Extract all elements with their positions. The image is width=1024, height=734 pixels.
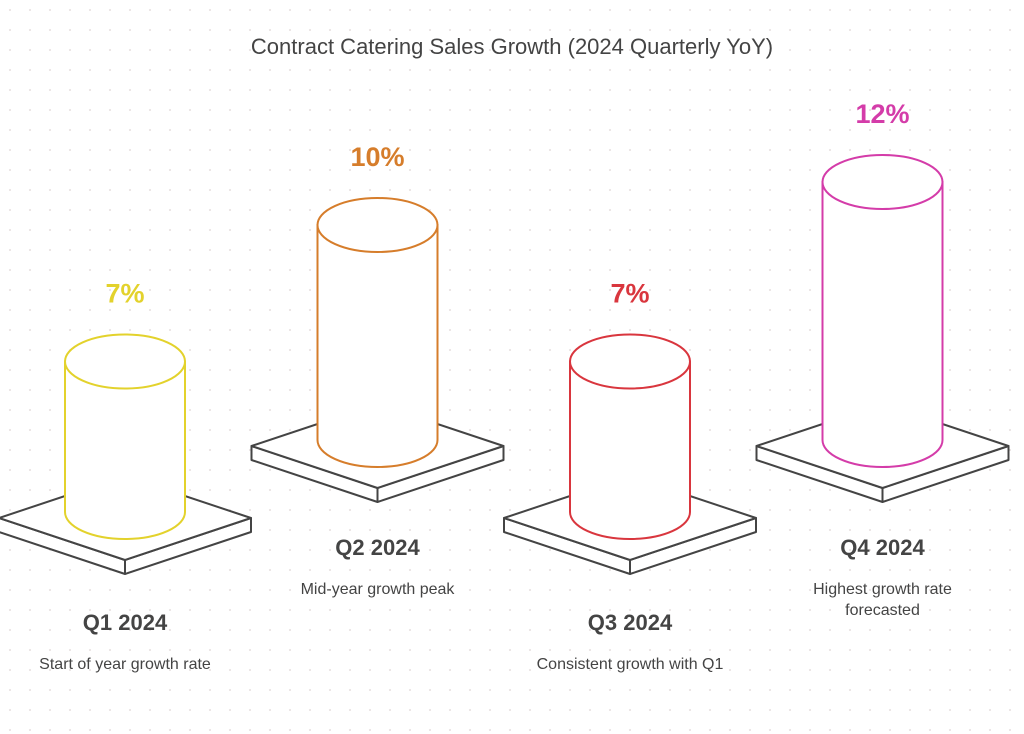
- cylinder: [821, 154, 944, 468]
- description: Highest growth rate forecasted: [813, 581, 952, 619]
- cylinder-top: [569, 333, 691, 390]
- chart-title: Contract Catering Sales Growth (2024 Qua…: [251, 34, 773, 59]
- category-label: Q1 2024: [82, 610, 168, 635]
- cylinder-body: [64, 360, 186, 540]
- cylinder-top: [64, 333, 186, 390]
- cylinder: [316, 197, 439, 468]
- category-label: Q2 2024: [335, 535, 420, 560]
- description: Start of year growth rate: [39, 656, 211, 673]
- cylinder: [569, 333, 691, 540]
- cylinder-top: [316, 197, 439, 253]
- category-label: Q4 2024: [840, 535, 925, 560]
- value-label: 7%: [105, 279, 144, 309]
- cylinder-body: [821, 181, 944, 468]
- value-label: 7%: [610, 279, 649, 309]
- value-label: 10%: [350, 142, 404, 172]
- cylinder-top: [821, 154, 944, 210]
- cylinder: [64, 333, 186, 540]
- cylinder-body: [569, 360, 691, 540]
- description: Mid-year growth peak: [300, 581, 455, 598]
- category-label: Q3 2024: [587, 610, 673, 635]
- value-label: 12%: [855, 99, 909, 129]
- description: Consistent growth with Q1: [536, 656, 724, 673]
- cylinder-body: [316, 224, 439, 468]
